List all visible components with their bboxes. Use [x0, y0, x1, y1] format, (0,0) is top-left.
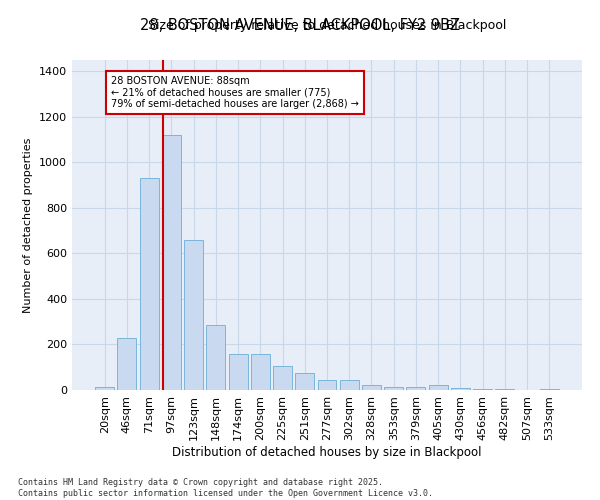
Bar	[406, 386, 425, 390]
Bar	[162, 135, 181, 390]
Title: Size of property relative to detached houses in Blackpool: Size of property relative to detached ho…	[148, 20, 506, 32]
Bar	[229, 354, 248, 390]
Bar	[251, 354, 270, 390]
Bar	[362, 386, 381, 390]
Bar	[95, 386, 114, 390]
Text: 28 BOSTON AVENUE: 88sqm
← 21% of detached houses are smaller (775)
79% of semi-d: 28 BOSTON AVENUE: 88sqm ← 21% of detache…	[112, 76, 359, 109]
Bar	[340, 380, 359, 390]
Bar	[140, 178, 158, 390]
Bar	[384, 386, 403, 390]
Bar	[540, 389, 559, 390]
Y-axis label: Number of detached properties: Number of detached properties	[23, 138, 34, 312]
Bar	[184, 240, 203, 390]
Bar	[451, 388, 470, 390]
Bar	[273, 366, 292, 390]
Bar	[429, 386, 448, 390]
Bar	[317, 380, 337, 390]
Bar	[118, 338, 136, 390]
Text: Contains HM Land Registry data © Crown copyright and database right 2025.
Contai: Contains HM Land Registry data © Crown c…	[18, 478, 433, 498]
X-axis label: Distribution of detached houses by size in Blackpool: Distribution of detached houses by size …	[172, 446, 482, 458]
Text: 28, BOSTON AVENUE, BLACKPOOL, FY2 9BZ: 28, BOSTON AVENUE, BLACKPOOL, FY2 9BZ	[140, 18, 460, 32]
Bar	[206, 325, 225, 390]
Bar	[295, 373, 314, 390]
